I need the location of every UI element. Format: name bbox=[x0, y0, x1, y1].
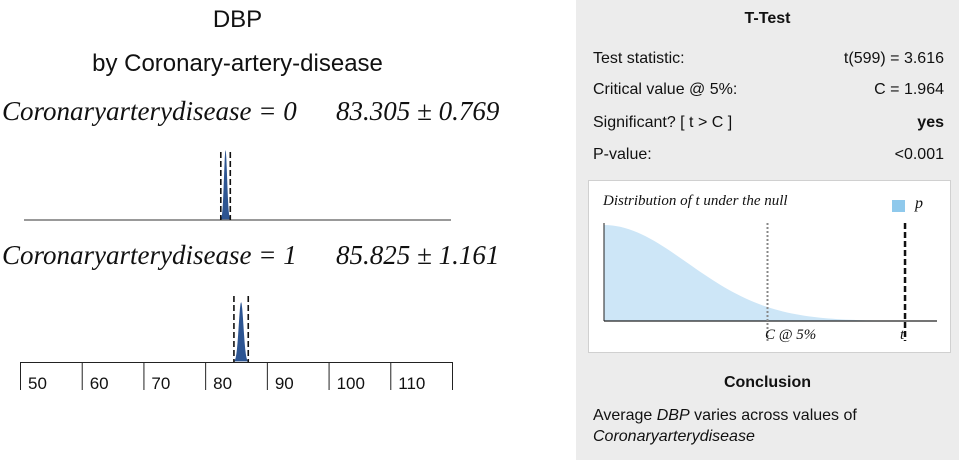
conclusion-variable: DBP bbox=[656, 407, 690, 424]
x-tick-label: 70 bbox=[151, 374, 171, 393]
significant-value: yes bbox=[917, 114, 944, 131]
ttest-title: T-Test bbox=[744, 10, 791, 27]
x-axis-lines bbox=[20, 362, 453, 390]
x-tick-label: 110 bbox=[398, 374, 426, 393]
chart-subtitle: by Coronary-artery-disease bbox=[92, 50, 383, 77]
legend-label: p bbox=[915, 195, 923, 212]
critical-value-label: Critical value @ 5%: bbox=[593, 81, 738, 98]
x-axis: 50 60 70 80 90 100 110 bbox=[20, 362, 453, 394]
x-tick-label: 80 bbox=[213, 374, 233, 393]
test-statistic-label: Test statistic: bbox=[593, 50, 685, 67]
critical-value-marker-label: C @ 5% bbox=[765, 327, 817, 343]
ttest-panel: T-Test Test statistic: t(599) = 3.616 Cr… bbox=[576, 0, 959, 460]
conclusion-middle: varies across values of bbox=[689, 407, 857, 424]
null-density-area bbox=[604, 225, 937, 321]
significant-label: Significant? [ t > C ] bbox=[593, 114, 733, 131]
null-distribution-box: Distribution of t under the null p C @ 5… bbox=[588, 180, 951, 353]
group-1-stat: 85.825 ± 1.161 bbox=[336, 240, 500, 270]
conclusion-text: Average DBP varies across values of Coro… bbox=[593, 405, 943, 447]
test-statistic-value: t(599) = 3.616 bbox=[843, 50, 944, 67]
critical-value-value: C = 1.964 bbox=[874, 81, 944, 98]
t-marker-label: t bbox=[900, 327, 905, 343]
p-value-label: P-value: bbox=[593, 146, 652, 163]
conclusion-group: Coronaryarterydisease bbox=[593, 428, 755, 445]
group-1-label: Coronaryarterydisease = 1 bbox=[2, 240, 297, 270]
x-tick-label: 100 bbox=[336, 374, 365, 393]
null-distribution-plot bbox=[603, 223, 937, 341]
chart-title: DBP bbox=[212, 6, 263, 33]
conclusion-title: Conclusion bbox=[723, 374, 812, 391]
distribution-plot bbox=[24, 150, 451, 362]
group-0-stat: 83.305 ± 0.769 bbox=[336, 96, 500, 126]
p-value-value: <0.001 bbox=[894, 146, 944, 163]
x-tick-label: 50 bbox=[28, 374, 47, 393]
group-0-density bbox=[220, 150, 231, 220]
null-distribution-title: Distribution of t under the null bbox=[603, 193, 788, 209]
x-tick-label: 90 bbox=[274, 374, 294, 393]
x-tick-label: 60 bbox=[89, 374, 109, 393]
legend-swatch bbox=[892, 200, 905, 212]
conclusion-prefix: Average bbox=[593, 407, 657, 424]
group-comparison-chart: DBP by Coronary-artery-disease Coronarya… bbox=[2, 6, 499, 394]
group-0-label: Coronaryarterydisease = 0 bbox=[2, 96, 297, 126]
group-1-density bbox=[234, 302, 249, 362]
